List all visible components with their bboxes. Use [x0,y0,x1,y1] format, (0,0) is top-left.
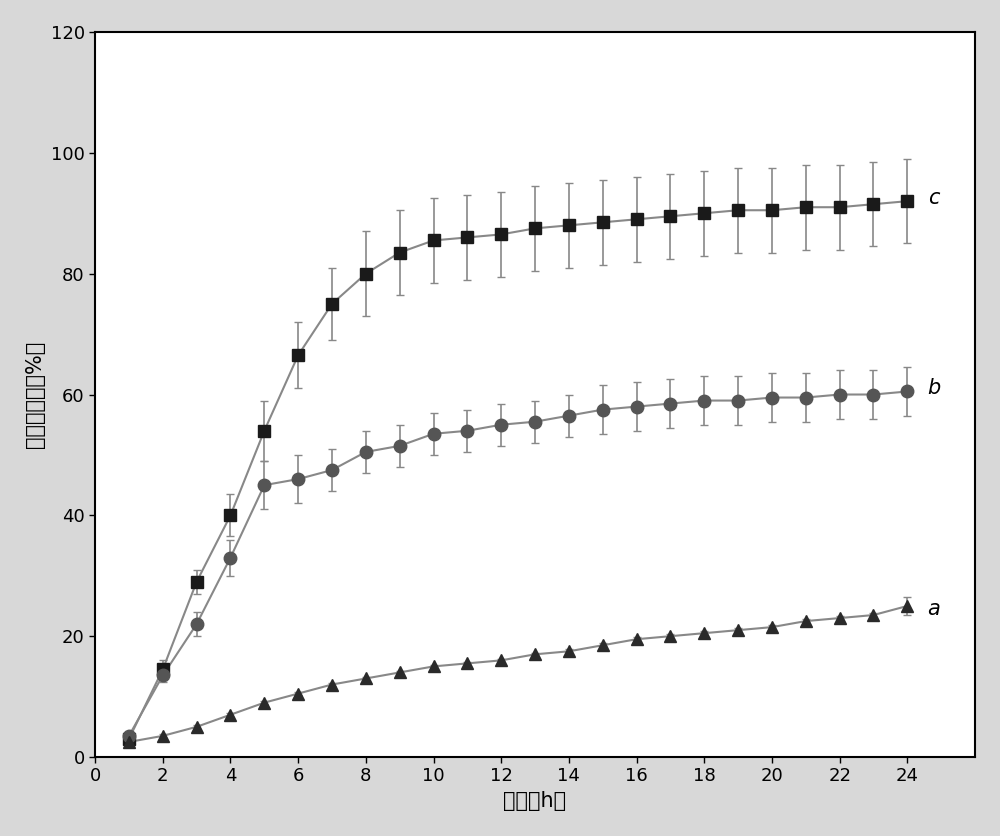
Text: a: a [928,599,940,619]
X-axis label: 时间（h）: 时间（h） [503,791,567,811]
Text: b: b [928,379,941,399]
Text: c: c [928,188,939,208]
Y-axis label: 累积释放量（%）: 累积释放量（%） [25,341,45,448]
